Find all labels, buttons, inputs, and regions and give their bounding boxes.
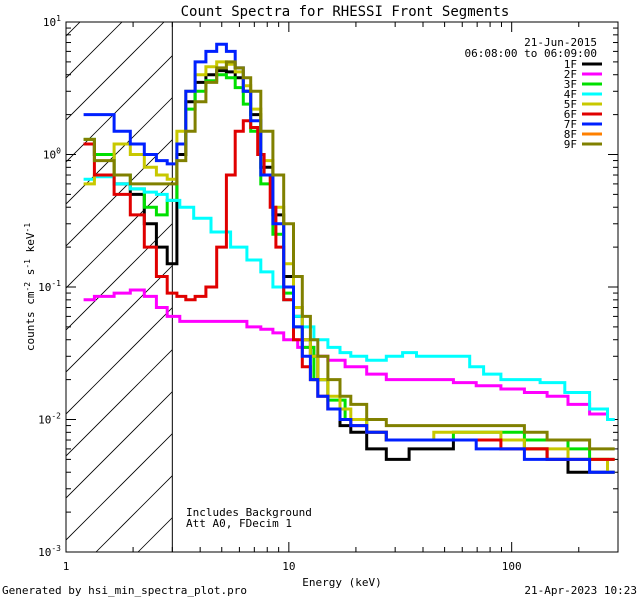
y-label-exp-area: -2 — [23, 282, 32, 292]
footer-timestamp: 21-Apr-2023 10:23 — [524, 584, 637, 597]
y-tick-exp: -1 — [51, 279, 61, 288]
series-group — [83, 42, 615, 474]
y-tick-exp: 0 — [56, 147, 61, 156]
y-tick-exp: 1 — [56, 14, 61, 23]
y-axis-label: counts cm-2 s-1 keV-1 — [23, 223, 37, 351]
time-range-label: 06:08:00 to 06:09:00 — [465, 47, 597, 60]
y-tick-label: 10-2 — [38, 412, 61, 427]
legend-label-3F: 3F — [564, 78, 577, 91]
y-label-end: keV — [24, 232, 37, 259]
legend-label-4F: 4F — [564, 88, 577, 101]
legend-label-8F: 8F — [564, 128, 577, 141]
annotation-attenuator: Att A0, FDecim 1 — [186, 517, 292, 530]
x-tick-label: 1 — [63, 560, 70, 573]
y-tick-base: 10 — [38, 546, 51, 559]
legend-label-7F: 7F — [564, 118, 577, 131]
annotation-background: Includes Background — [186, 506, 312, 519]
legend-label-9F: 9F — [564, 138, 577, 151]
y-label-base: counts cm — [24, 291, 37, 351]
y-tick-exp: -3 — [51, 544, 61, 553]
y-tick-base: 10 — [38, 281, 51, 294]
series-line-7F — [83, 42, 615, 474]
y-tick-label: 101 — [43, 14, 61, 29]
series-line-4F — [83, 175, 615, 421]
hatch-line — [66, 22, 123, 79]
y-label-exp-time: -1 — [23, 259, 32, 269]
legend-label-6F: 6F — [564, 108, 577, 121]
hatch-line — [0, 0, 108, 552]
sub-threshold-hatch — [0, 0, 618, 552]
hatch-line — [66, 22, 81, 37]
legend-label-5F: 5F — [564, 98, 577, 111]
x-axis-label: Energy (keV) — [302, 576, 381, 589]
y-tick-exp: -2 — [51, 412, 61, 421]
chart-title: Count Spectra for RHESSI Front Segments — [181, 4, 510, 20]
y-tick-label: 10-3 — [38, 544, 61, 559]
series-line-9F — [83, 60, 615, 451]
legend-label-2F: 2F — [564, 68, 577, 81]
y-tick-base: 10 — [38, 414, 51, 427]
date-label: 21-Jun-2015 — [524, 36, 597, 49]
y-tick-base: 10 — [43, 16, 56, 29]
y-label-exp-energy: -1 — [23, 223, 32, 233]
hatch-line — [66, 22, 165, 121]
x-tick-label: 100 — [502, 560, 522, 573]
legend-label-1F: 1F — [564, 58, 577, 71]
x-tick-label: 10 — [282, 560, 295, 573]
y-tick-label: 100 — [43, 147, 61, 162]
footer-generator: Generated by hsi_min_spectra_plot.pro — [2, 584, 247, 597]
y-label-mid: s — [24, 269, 37, 282]
hatch-mask — [172, 22, 618, 552]
y-tick-label: 10-1 — [38, 279, 61, 294]
y-tick-base: 10 — [43, 149, 56, 162]
